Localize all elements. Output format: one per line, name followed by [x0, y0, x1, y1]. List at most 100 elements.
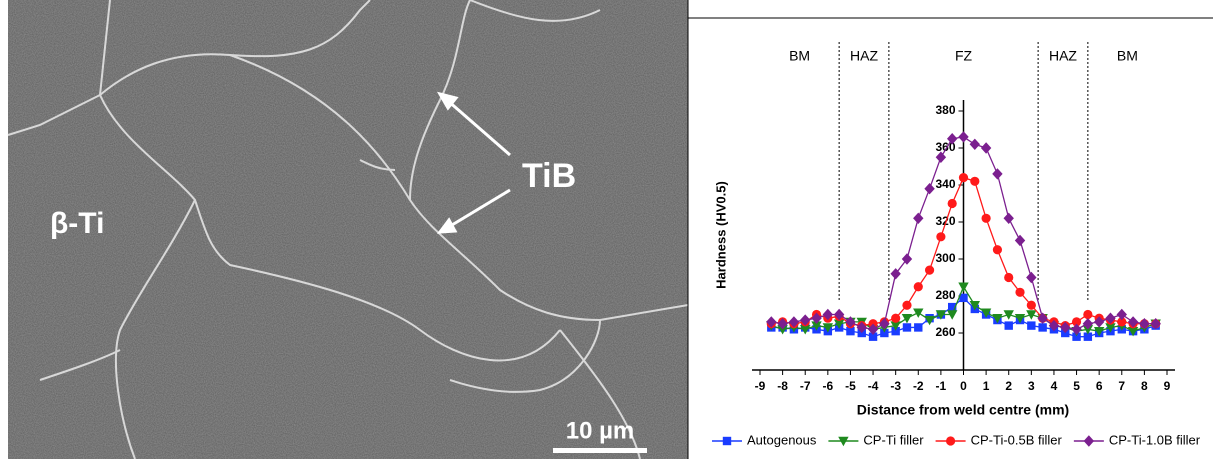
marker	[1083, 435, 1095, 447]
marker	[788, 316, 800, 328]
marker	[777, 325, 788, 335]
marker	[868, 332, 878, 341]
marker	[1038, 323, 1047, 332]
marker	[924, 315, 935, 326]
x-tick-label: -4	[868, 379, 879, 393]
marker	[867, 323, 879, 335]
marker	[891, 326, 900, 336]
marker	[880, 328, 889, 338]
legend-label: CP-Ti-0.5B filler	[971, 432, 1063, 447]
x-tick-label: 7	[1118, 379, 1125, 393]
marker	[992, 314, 1003, 324]
x-tick-label: -3	[890, 379, 901, 393]
marker	[845, 316, 856, 328]
marker	[1048, 319, 1060, 332]
marker	[1071, 317, 1082, 327]
x-tick-label: -8	[777, 379, 788, 393]
grain-boundaries	[7, 0, 689, 460]
x-tick-label: 0	[960, 379, 967, 393]
particle-label: TiB	[522, 157, 576, 195]
marker	[1116, 308, 1127, 321]
marker	[822, 308, 834, 321]
x-tick-label: -7	[800, 379, 811, 393]
marker	[800, 325, 811, 335]
marker	[1083, 309, 1093, 320]
phase-label: β-Ti	[50, 207, 104, 240]
marker	[913, 308, 924, 318]
marker	[1139, 318, 1150, 330]
marker	[945, 436, 956, 446]
legend: Autogenous CP-Ti filler CP-Ti-0.5B filler C…	[712, 432, 1201, 447]
y-tick-label: 300	[935, 251, 955, 265]
marker	[913, 282, 923, 292]
marker	[890, 321, 901, 331]
marker	[935, 310, 947, 320]
marker	[1037, 312, 1048, 324]
marker	[1003, 310, 1014, 320]
x-tick-label: -5	[845, 379, 856, 393]
marker	[958, 173, 969, 183]
marker	[958, 131, 969, 143]
marker	[1093, 326, 1105, 337]
marker	[902, 300, 912, 310]
marker	[924, 265, 935, 275]
region-label: HAZ	[1049, 48, 1077, 64]
marker	[1027, 321, 1036, 330]
marker	[1083, 332, 1093, 341]
marker	[1060, 321, 1071, 334]
marker	[935, 151, 947, 163]
x-axis-title: Distance from weld centre (mm)	[857, 402, 1069, 418]
marker	[1015, 287, 1025, 297]
marker	[902, 323, 912, 332]
scale-bar-label: 10 µm	[566, 417, 635, 444]
marker	[1026, 271, 1037, 284]
marker	[1150, 318, 1161, 330]
marker	[980, 308, 992, 318]
x-tick-label: -6	[822, 379, 833, 393]
marker	[969, 301, 981, 311]
arrows	[436, 91, 511, 234]
marker	[800, 314, 811, 326]
marker	[822, 323, 834, 333]
x-tick-label: 6	[1096, 379, 1103, 393]
marker	[924, 183, 935, 195]
marker	[811, 312, 822, 324]
scale-bar	[553, 448, 647, 453]
y-axis-title: Hardness (HV0.5)	[713, 181, 728, 289]
marker	[1026, 310, 1037, 320]
region-label: HAZ	[850, 48, 878, 64]
micrograph: TiB β-Ti 10 µm	[7, 0, 689, 460]
marker	[1014, 234, 1026, 247]
legend-label: CP-Ti filler	[863, 432, 924, 447]
x-tick-label: -2	[913, 379, 924, 393]
marker	[1127, 326, 1139, 337]
marker	[766, 316, 777, 328]
marker	[981, 213, 991, 223]
marker	[1082, 318, 1094, 330]
marker	[970, 176, 980, 186]
legend-label: CP-Ti-1.0B filler	[1109, 432, 1201, 447]
marker	[992, 168, 1003, 180]
marker	[833, 319, 845, 329]
marker	[1093, 316, 1105, 328]
marker	[1004, 321, 1013, 330]
marker	[891, 313, 901, 323]
marker	[901, 253, 913, 265]
x-tick-label: 5	[1073, 379, 1080, 393]
marker	[1127, 316, 1139, 328]
marker	[958, 282, 969, 292]
marker	[959, 293, 968, 303]
y-tick-label: 380	[935, 103, 955, 117]
marker	[1003, 212, 1014, 224]
marker	[890, 268, 901, 280]
marker	[1014, 314, 1026, 324]
marker	[722, 436, 732, 446]
marker	[1026, 300, 1036, 310]
marker	[1082, 325, 1094, 335]
x-tick-label: 2	[1005, 379, 1012, 393]
x-tick-label: -1	[936, 379, 947, 393]
x-tick-label: 9	[1164, 379, 1171, 393]
marker	[947, 198, 957, 209]
marker	[936, 232, 946, 242]
marker	[833, 308, 845, 321]
